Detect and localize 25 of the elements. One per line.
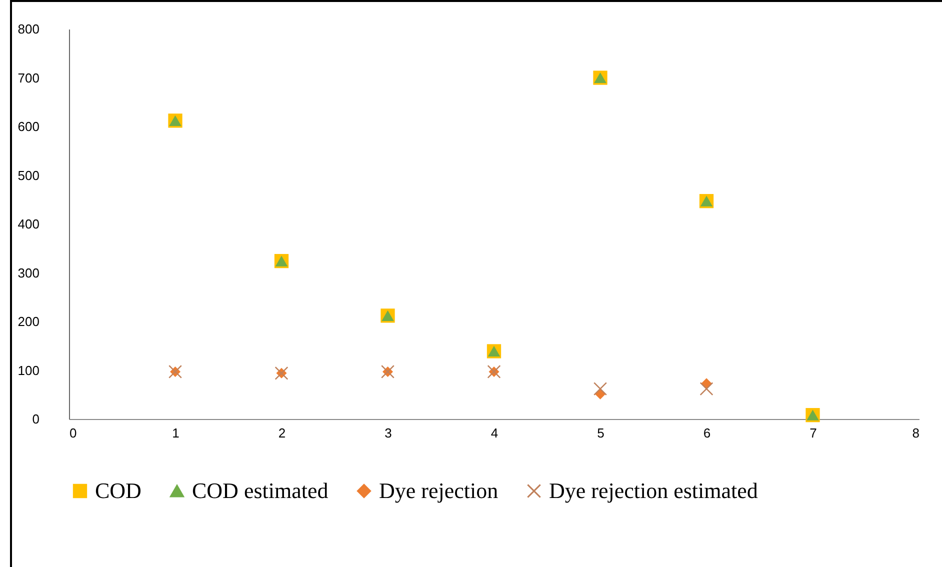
y-tick-label: 100 <box>18 362 40 378</box>
x-tick-label: 1 <box>172 426 180 440</box>
y-tick-label: 0 <box>32 412 40 426</box>
point <box>700 382 714 396</box>
y-tick-label: 200 <box>18 314 40 329</box>
x-tick-label: 4 <box>490 426 498 440</box>
x-tick-label: 8 <box>912 426 920 440</box>
x-tick-label: 3 <box>384 426 392 440</box>
x-tick-label: 0 <box>70 426 77 440</box>
point <box>595 388 606 400</box>
x-tick-label: 7 <box>810 426 817 440</box>
y-tick-label: 700 <box>18 70 40 86</box>
y-tick-label: 500 <box>18 168 40 183</box>
y-tick-label: 300 <box>18 265 40 280</box>
legend-label: COD <box>95 478 142 503</box>
legend-label: Dye rejection <box>379 478 498 503</box>
legend-label: Dye rejection estimated <box>549 478 758 503</box>
legend-label: COD estimated <box>192 478 328 503</box>
point <box>593 382 608 396</box>
y-tick-label: 600 <box>18 119 40 134</box>
x-tick-label: 2 <box>278 426 286 440</box>
x-tick-label: 5 <box>597 426 604 440</box>
y-tick-label: 800 <box>18 22 40 36</box>
x-tick-label: 6 <box>703 426 711 440</box>
y-tick-label: 400 <box>18 216 40 232</box>
